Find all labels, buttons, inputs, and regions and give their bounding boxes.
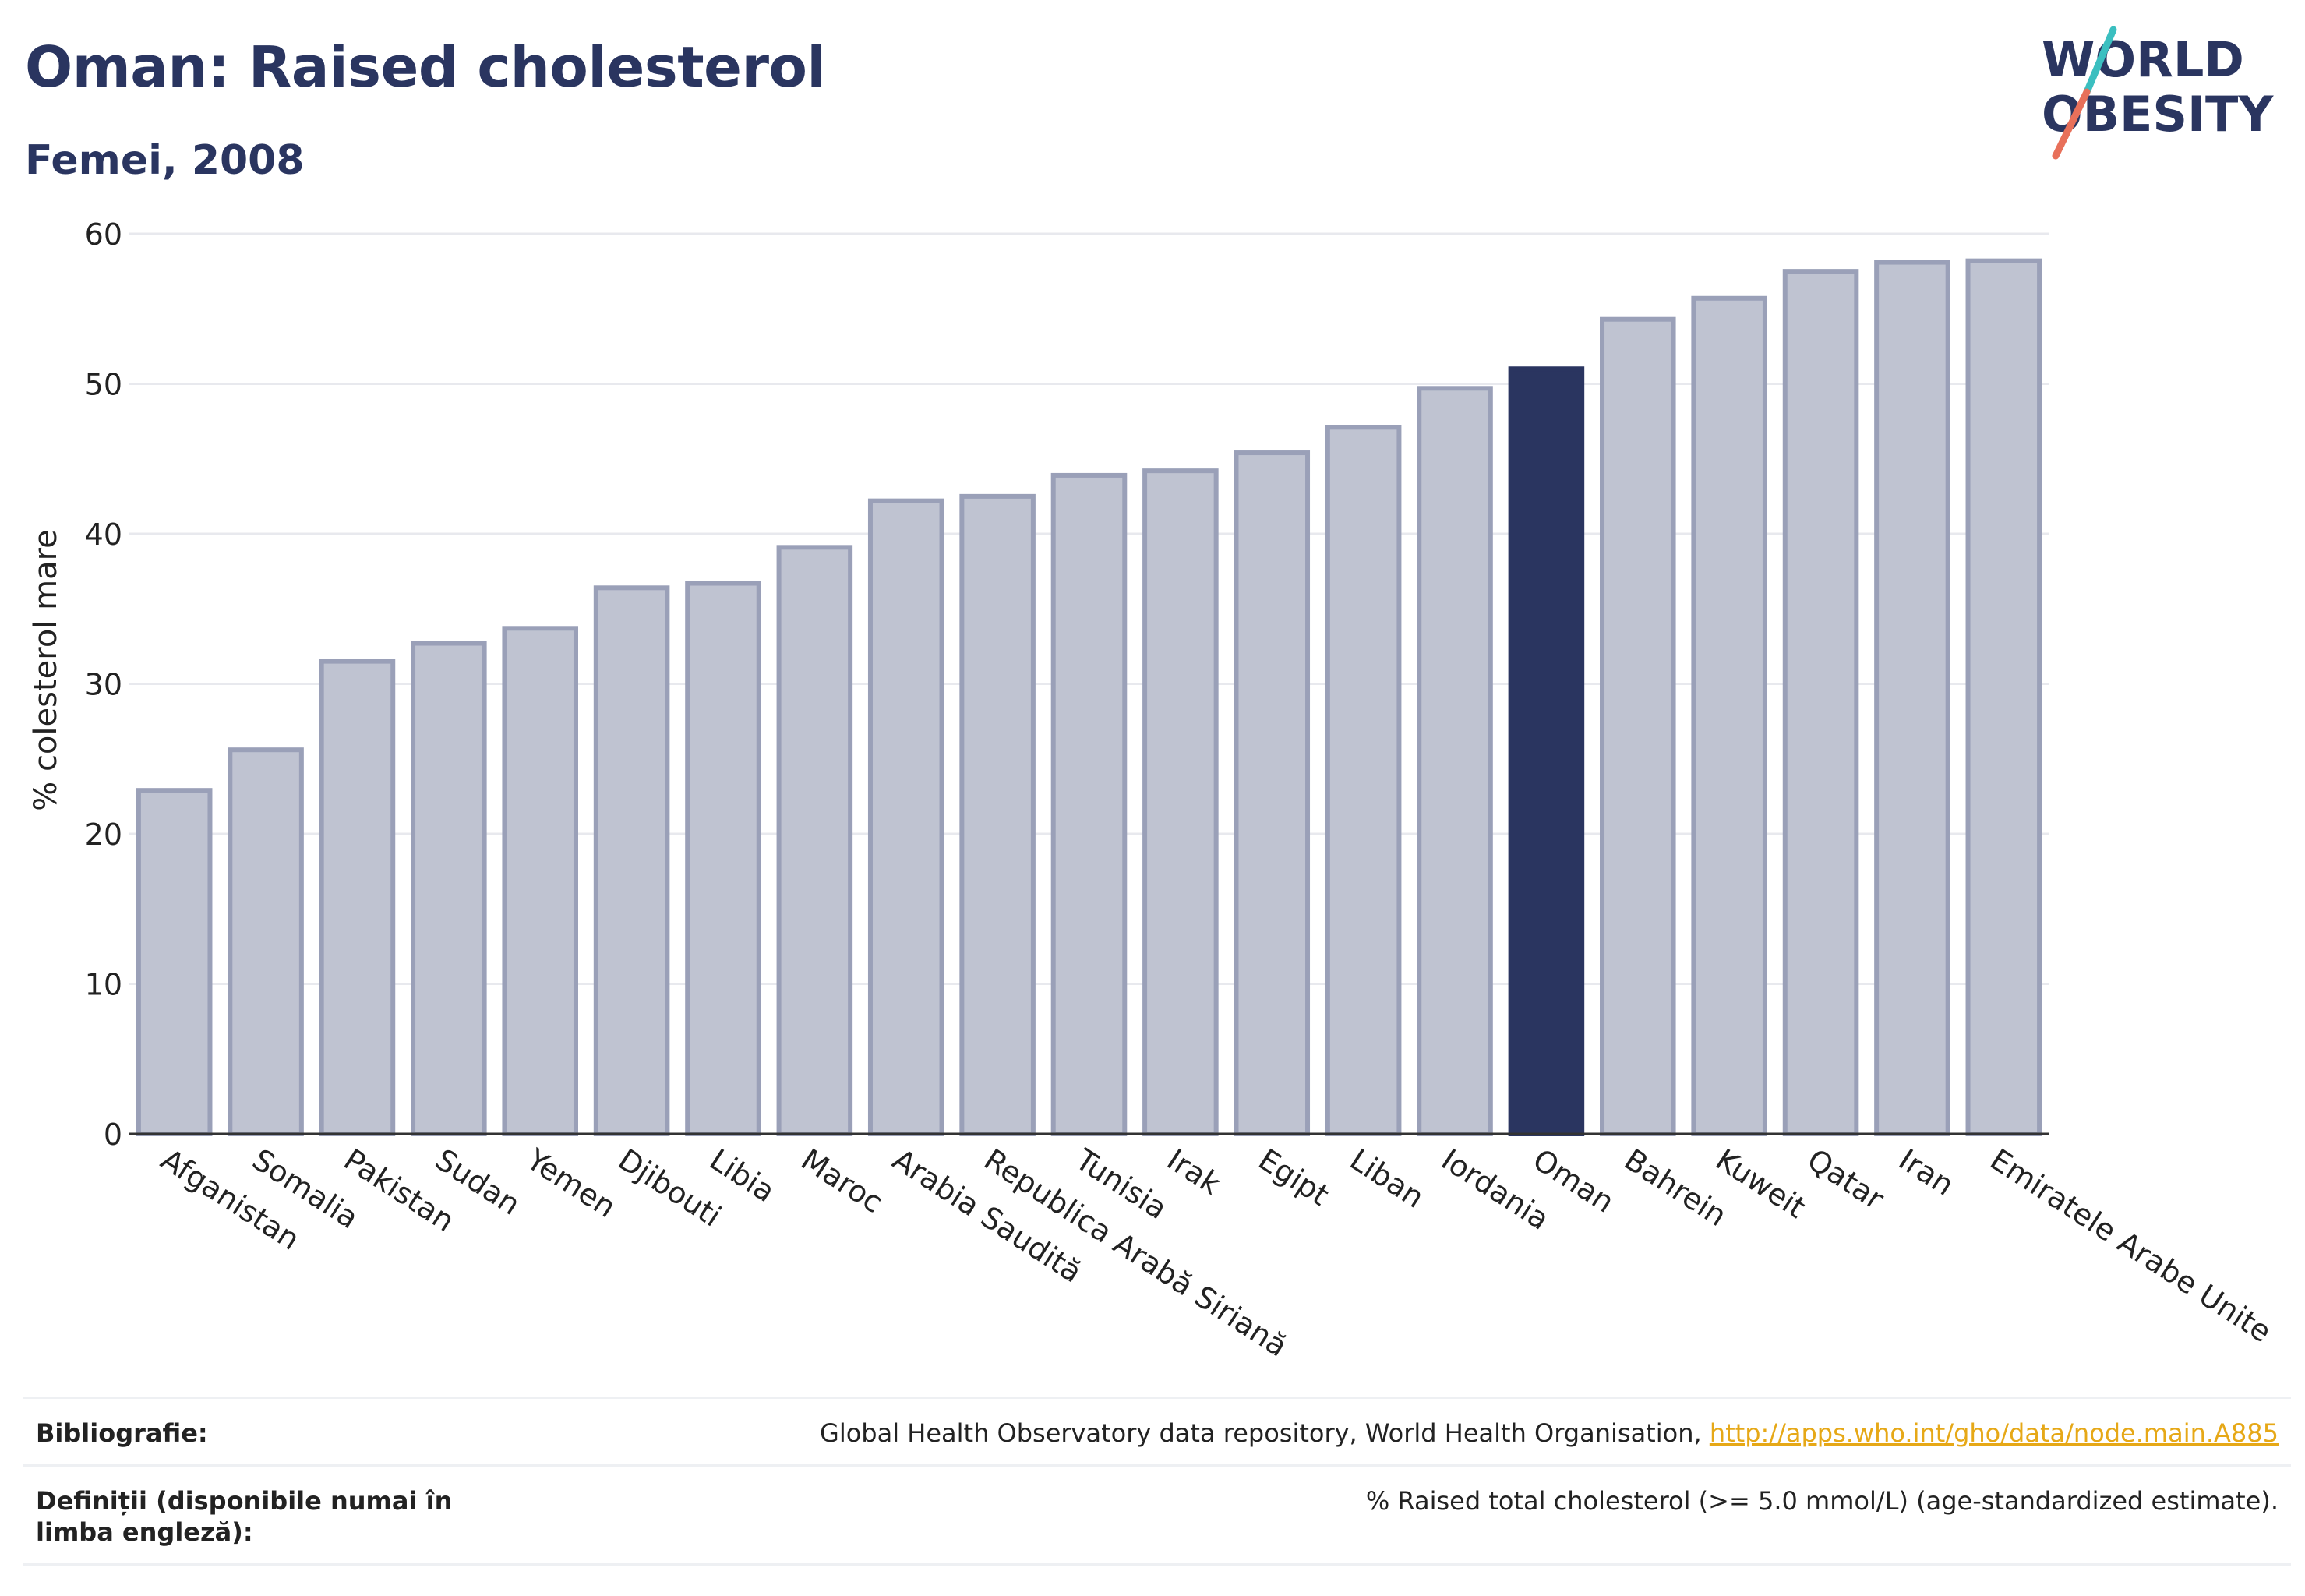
bar-sudan[interactable] — [411, 641, 487, 1136]
logo-line2: OBESITY — [2042, 86, 2274, 143]
y-axis-label: % colesterol mare — [28, 529, 64, 811]
bar-somalia[interactable] — [228, 747, 304, 1136]
bar-kuweit[interactable] — [1691, 295, 1767, 1136]
y-tick-label: 20 — [85, 817, 122, 852]
bar-iran[interactable] — [1874, 260, 1950, 1137]
world-obesity-logo: WORLD OBESITY — [2042, 26, 2274, 160]
bar-republica-arab-sirian-[interactable] — [959, 493, 1036, 1136]
x-tick-label: Emiratele Arabe Unite — [1984, 1142, 2277, 1350]
bar-egipt[interactable] — [1234, 450, 1311, 1136]
bar-djibouti[interactable] — [593, 585, 670, 1136]
y-tick-label: 60 — [85, 217, 122, 252]
bar-tunisia[interactable] — [1050, 472, 1128, 1136]
x-tick-label: Irak — [1161, 1142, 1227, 1202]
bar-oman[interactable] — [1508, 366, 1585, 1136]
bar-iordania[interactable] — [1417, 386, 1493, 1136]
bars — [136, 258, 2042, 1137]
logo-slash-top — [2083, 26, 2117, 96]
logo-slash-bottom — [2052, 88, 2091, 160]
y-tick-label: 40 — [85, 517, 122, 552]
bar-libia[interactable] — [685, 581, 761, 1136]
bar-yemen[interactable] — [502, 626, 578, 1136]
y-tick-label: 50 — [85, 368, 122, 402]
x-tick-labels: AfganistanSomaliaPakistanSudanYemenDjibo… — [155, 1142, 2278, 1364]
bar-emiratele-arabe-unite[interactable] — [1965, 258, 2042, 1136]
bar-liban[interactable] — [1325, 425, 1402, 1136]
bar-irak[interactable] — [1142, 468, 1219, 1136]
x-tick-label: Bahrein — [1618, 1142, 1733, 1234]
x-tick-label: Liban — [1344, 1142, 1431, 1215]
x-tick-label: Iran — [1893, 1142, 1960, 1202]
bar-chart: 0 10 20 30 40 50 60 AfganistanSomaliaPakistanS… — [28, 217, 2278, 1364]
x-tick-label: Yemen — [520, 1142, 622, 1224]
x-tick-label: Maroc — [795, 1142, 888, 1220]
bibliography-value: Global Health Observatory data repositor… — [820, 1418, 2279, 1449]
bibliography-row: Bibliografie: Global Health Observatory … — [23, 1396, 2291, 1464]
x-tick-label: Egipt — [1252, 1142, 1335, 1213]
logo-line1: WORLD — [2042, 31, 2244, 88]
definitions-label: Definiții (disponibile numai în limba en… — [36, 1486, 453, 1547]
bar-pakistan[interactable] — [319, 659, 396, 1136]
definitions-value: % Raised total cholesterol (>= 5.0 mmol/… — [1365, 1486, 2279, 1516]
y-tick-label: 30 — [85, 668, 122, 702]
page-title: Oman: Raised cholesterol — [25, 34, 826, 100]
y-tick-label: 10 — [85, 968, 122, 1002]
page-subtitle: Femei, 2008 — [25, 137, 305, 184]
definitions-row: Definiții (disponibile numai în limba en… — [23, 1464, 2291, 1566]
bibliography-link[interactable]: http://apps.who.int/gho/data/node.main.A… — [1709, 1418, 2279, 1448]
bar-bahrein[interactable] — [1600, 316, 1676, 1137]
bar-qatar[interactable] — [1782, 269, 1859, 1136]
bibliography-text: Global Health Observatory data repositor… — [820, 1418, 1702, 1448]
bar-afganistan[interactable] — [136, 788, 213, 1136]
y-tick-label: 0 — [104, 1118, 122, 1152]
bar-arabia-saudit-[interactable] — [867, 498, 944, 1136]
x-tick-label: Qatar — [1802, 1142, 1890, 1216]
bar-maroc[interactable] — [776, 545, 853, 1136]
y-tick-labels: 0 10 20 30 40 50 60 — [85, 217, 122, 1152]
sources-table: Bibliografie: Global Health Observatory … — [23, 1396, 2291, 1566]
x-tick-label: Djibouti — [612, 1142, 727, 1234]
bibliography-label: Bibliografie: — [36, 1418, 208, 1448]
